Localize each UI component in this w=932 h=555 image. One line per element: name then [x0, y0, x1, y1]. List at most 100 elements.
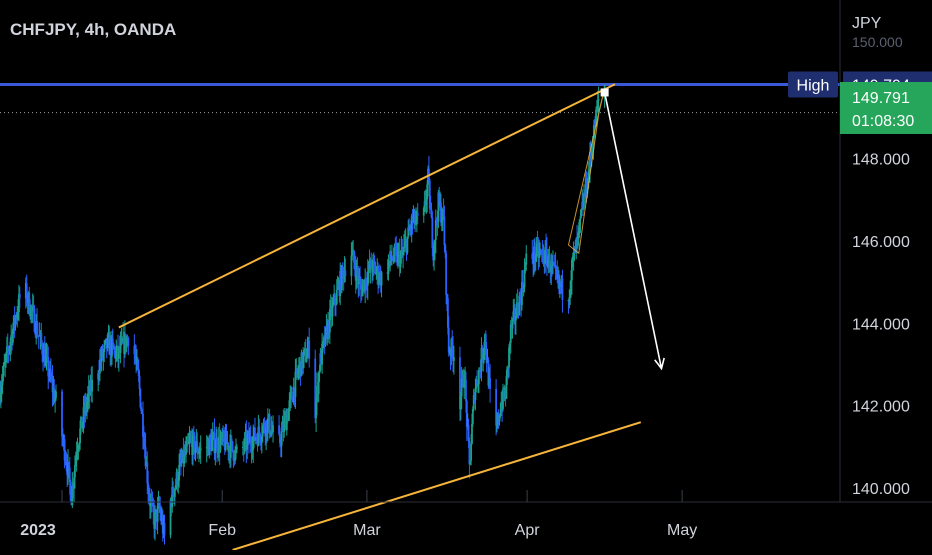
wedge-pattern[interactable] [567, 88, 606, 255]
candle [428, 180, 431, 209]
candle [442, 208, 445, 217]
candle [91, 379, 94, 392]
candle [0, 391, 2, 401]
candle [147, 483, 150, 492]
candle [199, 448, 202, 451]
candle [213, 432, 216, 454]
candle [496, 424, 498, 426]
candle [431, 217, 434, 248]
candle [117, 347, 120, 359]
candle [476, 379, 479, 385]
candle [78, 443, 81, 448]
candle [139, 388, 142, 408]
candle [154, 511, 156, 529]
candle [568, 297, 571, 302]
candle [531, 253, 534, 259]
candle [344, 270, 347, 276]
candle [570, 280, 572, 289]
candle [158, 502, 161, 508]
candle [148, 491, 150, 501]
candle [390, 251, 392, 260]
candle [446, 295, 448, 299]
candle [536, 242, 539, 244]
channel-lower-line[interactable] [232, 421, 642, 551]
candle [234, 449, 237, 461]
candle [577, 226, 580, 234]
candle [304, 348, 307, 362]
candle [258, 426, 261, 434]
candle [525, 253, 528, 265]
candle [395, 248, 398, 250]
candle [252, 436, 255, 450]
candle [125, 337, 128, 348]
candle [141, 411, 144, 414]
candle [233, 460, 236, 462]
candle [86, 395, 89, 402]
candle [250, 444, 253, 450]
forecast-arrow[interactable] [603, 92, 663, 369]
candle [198, 452, 200, 454]
candle [523, 269, 526, 288]
candle [14, 317, 17, 325]
candle [272, 425, 274, 433]
candle [308, 340, 311, 359]
candle [25, 283, 28, 302]
candle [150, 500, 153, 502]
candle [403, 242, 406, 247]
candle [580, 208, 583, 217]
candle [375, 271, 378, 275]
candle [303, 350, 305, 357]
candle [9, 341, 12, 348]
candle [111, 338, 113, 357]
candle [16, 313, 19, 319]
candle [422, 208, 425, 216]
candle [460, 379, 463, 397]
candle [571, 259, 573, 281]
candle [505, 376, 508, 399]
candle [278, 425, 280, 434]
candle [498, 415, 501, 422]
candle [71, 485, 74, 506]
candle [444, 245, 447, 254]
candle [38, 335, 41, 337]
candle [435, 219, 438, 222]
candle [294, 371, 297, 398]
candle [18, 294, 20, 313]
candle [296, 368, 299, 373]
candle [335, 303, 337, 305]
candle [588, 171, 591, 173]
candle [465, 400, 468, 427]
candle [6, 346, 9, 351]
candle [440, 202, 442, 223]
candle [315, 402, 317, 419]
candle [44, 356, 47, 367]
candle [541, 251, 544, 253]
channel-upper-line[interactable] [118, 83, 616, 329]
candle [113, 348, 116, 350]
candle [291, 391, 293, 399]
candle [341, 266, 343, 290]
candle [314, 358, 317, 419]
candle [415, 213, 418, 221]
candle [32, 306, 35, 309]
candle [546, 249, 548, 267]
candle [302, 356, 305, 369]
candle [561, 278, 564, 300]
arrow-anchor[interactable] [600, 88, 609, 97]
candle [535, 242, 538, 257]
candle [359, 278, 361, 283]
candle [40, 332, 43, 344]
candle [115, 351, 118, 359]
candle [518, 295, 521, 316]
candle [433, 246, 435, 261]
candle [82, 407, 85, 423]
candle [185, 446, 187, 455]
candle [324, 327, 327, 345]
candle [268, 414, 271, 434]
candle [321, 343, 324, 365]
candle [585, 178, 588, 194]
candle [180, 461, 183, 463]
candle [425, 199, 428, 205]
